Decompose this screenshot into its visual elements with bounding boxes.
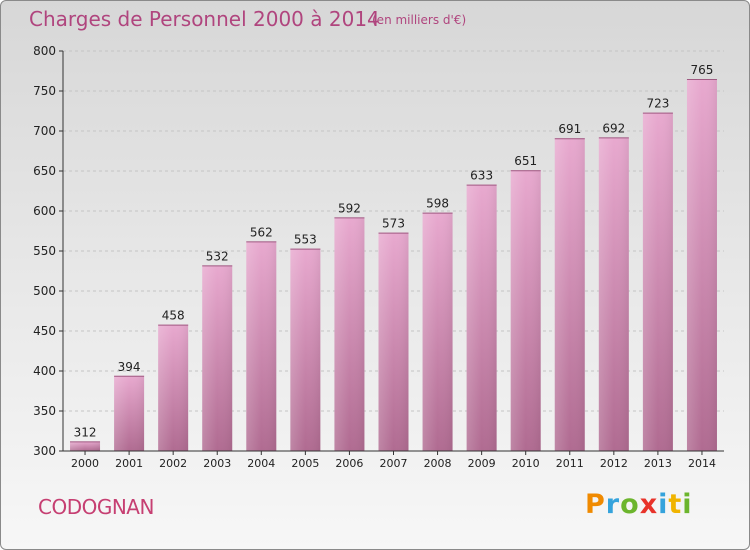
bar-highlight <box>114 375 145 451</box>
data-label: 592 <box>338 201 361 215</box>
data-label: 532 <box>206 249 229 263</box>
y-tick-label: 700 <box>33 124 56 138</box>
data-label: 765 <box>691 63 714 77</box>
bar-highlight <box>642 112 673 451</box>
x-tick-label: 2006 <box>335 457 363 470</box>
y-tick-label: 550 <box>33 244 56 258</box>
x-tick-label: 2010 <box>512 457 540 470</box>
data-label: 598 <box>426 197 449 211</box>
data-label: 633 <box>470 169 493 183</box>
bar-highlight <box>334 217 365 451</box>
x-tick-label: 2009 <box>468 457 496 470</box>
data-label: 723 <box>646 97 669 111</box>
bar-highlight <box>422 212 453 451</box>
commune-name: CODOGNAN <box>38 495 154 519</box>
x-tick-label: 2013 <box>644 457 672 470</box>
x-tick-label: 2003 <box>203 457 231 470</box>
x-tick-label: 2002 <box>159 457 187 470</box>
y-tick-label: 600 <box>33 204 56 218</box>
x-tick-label: 2000 <box>71 457 99 470</box>
y-tick-label: 300 <box>33 444 56 458</box>
bar-highlight <box>158 324 189 451</box>
bar-highlight <box>554 138 585 451</box>
data-label: 691 <box>558 122 581 136</box>
chart-subtitle: (en milliers d'€) <box>372 13 467 27</box>
y-tick-label: 350 <box>33 404 56 418</box>
data-label: 692 <box>602 121 625 135</box>
x-tick-label: 2008 <box>424 457 452 470</box>
x-tick-label: 2014 <box>688 457 716 470</box>
data-label: 458 <box>162 309 185 323</box>
y-tick-label: 750 <box>33 84 56 98</box>
logo-letter: P <box>585 489 606 520</box>
data-label: 562 <box>250 225 273 239</box>
data-label: 312 <box>74 425 97 439</box>
y-tick-label: 800 <box>33 44 56 58</box>
logo-letter: i <box>658 489 669 520</box>
proxiti-logo: Proxiti <box>585 489 693 520</box>
logo-letter: x <box>639 489 659 520</box>
data-label: 573 <box>382 217 405 231</box>
bar-highlight <box>686 79 717 451</box>
y-tick-label: 450 <box>33 324 56 338</box>
x-tick-label: 2004 <box>247 457 275 470</box>
chart-title: Charges de Personnel 2000 à 2014 <box>29 7 380 31</box>
bar-highlight <box>466 184 497 451</box>
bar-highlight <box>246 241 277 451</box>
bar-highlight <box>378 232 409 451</box>
bar-highlight <box>70 441 101 451</box>
bar-highlight <box>290 248 321 451</box>
y-tick-label: 400 <box>33 364 56 378</box>
bar-highlight <box>202 265 233 451</box>
bar-highlight <box>510 170 541 451</box>
bar-highlight <box>598 137 629 451</box>
x-tick-label: 2007 <box>380 457 408 470</box>
x-tick-label: 2011 <box>556 457 584 470</box>
data-label: 394 <box>118 360 141 374</box>
logo-letter: r <box>605 489 621 520</box>
x-tick-label: 2005 <box>291 457 319 470</box>
y-tick-label: 650 <box>33 164 56 178</box>
x-tick-label: 2001 <box>115 457 143 470</box>
y-tick-label: 500 <box>33 284 56 298</box>
x-tick-label: 2012 <box>600 457 628 470</box>
data-label: 651 <box>514 154 537 168</box>
logo-letter: i <box>682 489 693 520</box>
data-label: 553 <box>294 233 317 247</box>
logo-letter: o <box>620 489 640 520</box>
logo-letter: t <box>668 489 683 520</box>
